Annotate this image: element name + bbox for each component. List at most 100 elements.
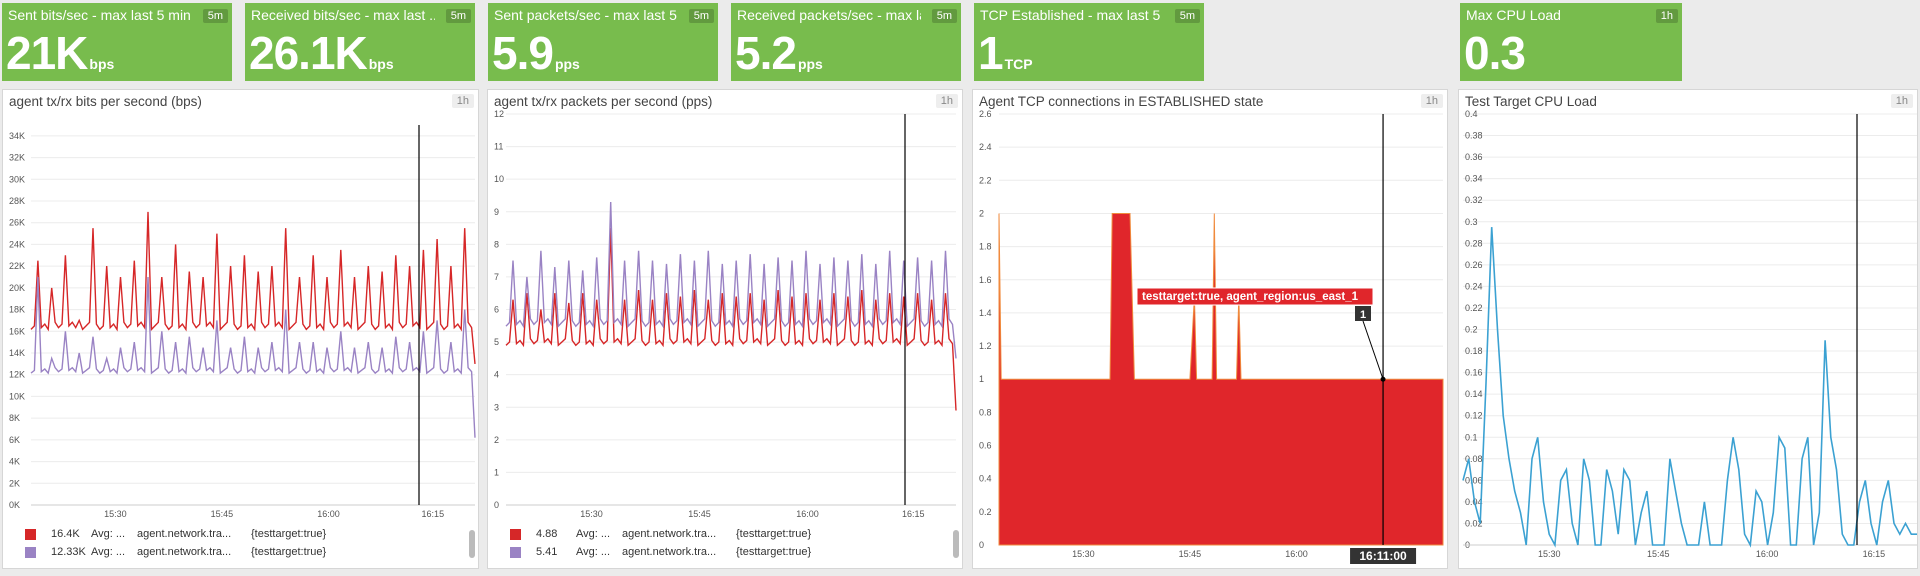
y-tick-label: 11 [494,142,503,152]
y-tick-label: 6K [9,435,20,445]
y-tick-label: 0.06 [1465,475,1483,485]
x-tick-label: 15:30 [104,509,127,519]
tooltip-box [1136,287,1374,306]
tooltip-pointer [1362,320,1384,380]
x-tick-label: 15:45 [211,509,234,519]
panel-title: agent tx/rx bits per second (bps) [9,94,202,109]
y-tick-label: 10 [494,174,504,184]
tile-unit: TCP [1004,56,1033,72]
x-tick-label: 15:45 [688,509,711,519]
y-tick-label: 12 [494,109,504,119]
tile-value-number: 1 [978,27,1004,79]
legend-scrollbar[interactable] [953,530,959,558]
y-tick-label: 14K [9,348,25,358]
series-line [1462,227,1917,548]
y-tick-label: 0.6 [979,441,992,451]
y-tick-label: 9 [494,207,499,217]
bits-chart[interactable]: 0K 2K 4K 6K 8K 10K 12K 14K 16K 18K 20K 22K 24K 26K 28K… [3,90,479,525]
tooltip-series: testtarget:true, agent_region:us_east_1 [1142,291,1359,303]
tile-title: Received packets/sec - max la... [737,7,921,23]
y-tick-label: 2 [979,208,984,218]
legend-metric: agent.network.tra... [622,546,717,558]
y-tick-label: 0.3 [1465,217,1478,227]
y-tick-label: 1.2 [979,341,992,351]
y-tick-label: 28K [9,196,25,206]
query-value-tile[interactable]: Received packets/sec - max la... 5m 5.2 pps [731,3,961,81]
legend-avg: Avg: ... [576,528,611,540]
y-tick-label: 5 [494,337,499,347]
legend-avg: Avg: ... [91,528,126,540]
legend-scrollbar[interactable] [469,530,475,558]
query-value-tile[interactable]: Sent packets/sec - max last 5 ... 5m 5.9 pp… [488,3,718,81]
panel-title: Test Target CPU Load [1465,94,1597,109]
y-tick-label: 16K [9,326,25,336]
legend-tag: {testtarget:true} [251,528,327,540]
tile-title: Max CPU Load [1466,7,1561,23]
y-tick-label: 4 [494,370,499,380]
x-tick-label: 16:15 [1863,549,1886,559]
y-tick-label: 30K [9,174,25,184]
tile-title: Sent bits/sec - max last 5 min [8,7,191,23]
legend-value: 4.88 [536,528,558,540]
tile-value: 0.3 [1464,25,1527,81]
y-tick-label: 24K [9,239,25,249]
y-tick-label: 22K [9,261,25,271]
legend-swatch [25,547,36,558]
y-tick-label: 12K [9,370,25,380]
cpu-chart[interactable]: 00.020.040.060.080.10.120.140.160.180.20… [1459,90,1918,569]
panel-tcp: Agent TCP connections in ESTABLISHED sta… [972,89,1448,569]
y-tick-label: 2K [9,478,20,488]
y-tick-label: 2.2 [979,175,992,185]
y-tick-label: 0.24 [1465,281,1483,291]
tile-value-number: 0.3 [1464,27,1526,79]
timeframe-badge[interactable]: 5m [445,9,471,23]
y-tick-label: 0.2 [979,507,992,517]
query-value-tile[interactable]: Received bits/sec - max last ... 5m 26.1K b… [245,3,475,81]
y-tick-label: 0 [979,540,984,550]
tcp-chart[interactable]: 0 0.2 0.4 0.6 0.8 1 1.2 1.4 1.6 1.8 2 2.2 2.4 2.6 15:3… [973,90,1448,569]
y-tick-label: 2.6 [979,109,992,119]
tile-value: 21K bps [6,25,114,81]
query-value-tile[interactable]: TCP Established - max last 5 ... 5m 1 TCP [974,3,1204,81]
timeframe-badge[interactable]: 1h [1655,9,1678,23]
x-tick-label: 16:00 [796,509,819,519]
query-value-tile[interactable]: Max CPU Load 1h 0.3 [1460,3,1682,81]
timeframe-badge[interactable]: 1h [1420,94,1443,108]
legend-value: 12.33K [51,546,86,558]
legend-value: 16.4K [51,528,80,540]
tile-unit: pps [554,56,580,72]
panel-title: Agent TCP connections in ESTABLISHED sta… [979,94,1264,109]
tile-value-number: 5.9 [492,27,554,79]
y-tick-label: 0.32 [1465,195,1483,205]
y-tick-label: 0K [9,500,20,510]
timeframe-badge[interactable]: 5m [1174,9,1200,23]
timeframe-badge[interactable]: 5m [688,9,714,23]
x-tick-label: 15:30 [1072,549,1095,559]
x-tick-label: 16:00 [1285,549,1308,559]
y-tick-label: 0.08 [1465,454,1483,464]
y-tick-label: 6 [494,305,499,315]
timeframe-badge[interactable]: 5m [202,9,228,23]
y-tick-label: 0.22 [1465,303,1483,313]
tooltip-time: 16:11:00 [1359,549,1407,563]
timeframe-badge[interactable]: 1h [935,94,958,108]
y-tick-label: 1.6 [979,275,992,285]
x-tick-label: 15:30 [580,509,603,519]
x-tick-label: 16:15 [422,509,445,519]
y-tick-label: 0.28 [1465,238,1483,248]
timeframe-badge[interactable]: 1h [451,94,474,108]
series-area [998,213,1444,546]
tile-value: 5.2 pps [735,25,823,81]
y-tick-label: 0.2 [1465,325,1478,335]
legend-metric: agent.network.tra... [137,546,232,558]
query-value-tile[interactable]: Sent bits/sec - max last 5 min 5m 21K bps [2,3,232,81]
series-line [505,227,957,411]
timeframe-badge[interactable]: 5m [931,9,957,23]
panel-title: agent tx/rx packets per second (pps) [494,94,713,109]
y-tick-label: 8 [494,239,499,249]
timeframe-badge[interactable]: 1h [1890,94,1913,108]
y-tick-label: 10K [9,391,25,401]
y-tick-label: 1 [979,374,984,384]
tile-value-number: 26.1K [249,27,368,79]
